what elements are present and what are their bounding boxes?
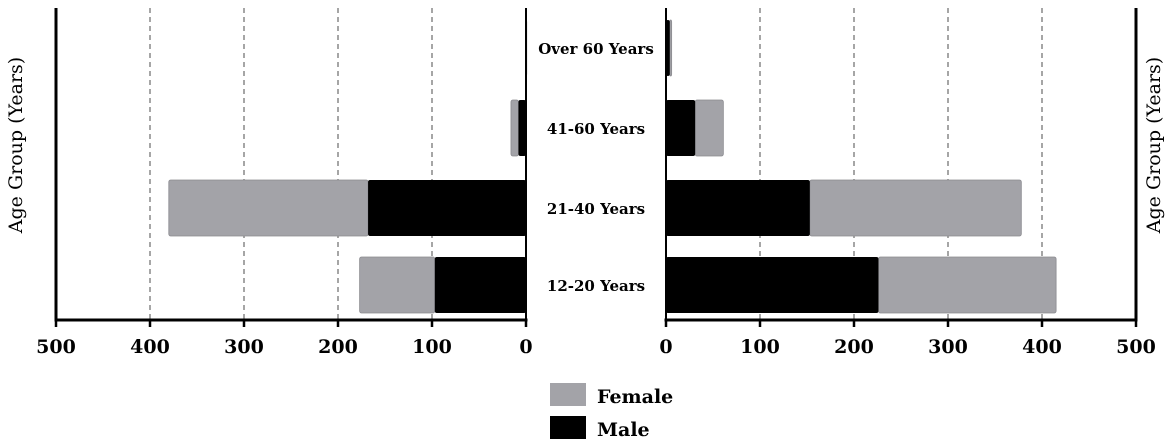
axes: 500 400 300 200 100 0 0 100 200 300 400 500 Over 60 … — [36, 8, 1156, 358]
bar-left-male-21-40-years — [368, 180, 526, 236]
x-tick-label-left-100: 100 — [412, 336, 452, 358]
x-tick-label-right-200: 200 — [834, 336, 874, 358]
bar-left-female-41-60-years — [510, 99, 519, 157]
x-tick-label-right-100: 100 — [740, 336, 780, 358]
y-axis-title-left: Age Group (Years) — [5, 57, 27, 234]
category-label-21-40-years: 21-40 Years — [547, 200, 645, 218]
y-axis-title-right: Age Group (Years) — [1143, 57, 1165, 234]
bar-right-female-41-60-years — [694, 99, 724, 157]
legend-swatch-male — [550, 416, 586, 439]
x-tick-label-left-300: 300 — [224, 336, 264, 358]
bar-right-male-21-40-years — [666, 180, 810, 236]
x-tick-label-left-400: 400 — [130, 336, 170, 358]
x-tick-label-right-0: 0 — [659, 336, 672, 358]
x-tick-label-left-500: 500 — [36, 336, 76, 358]
legend-label-female: Female — [597, 386, 673, 408]
legend-swatch-female — [550, 383, 586, 406]
bar-right-female-21-40-years — [809, 179, 1022, 237]
legend-label-male: Male — [597, 419, 650, 441]
bar-left-female-12-20-years — [359, 256, 436, 314]
x-tick-label-left-0: 0 — [519, 336, 532, 358]
bars — [168, 19, 1057, 314]
legend: Female Male — [550, 383, 673, 441]
bar-left-male-41-60-years — [518, 100, 526, 156]
bar-right-male-12-20-years — [666, 257, 879, 313]
bar-right-female-over-60-years — [669, 19, 673, 77]
category-label-41-60-years: 41-60 Years — [547, 120, 645, 138]
bar-left-female-21-40-years — [168, 179, 369, 237]
x-tick-label-right-400: 400 — [1022, 336, 1062, 358]
bar-right-male-41-60-years — [666, 100, 696, 156]
x-tick-label-left-200: 200 — [318, 336, 358, 358]
category-label-over-60-years: Over 60 Years — [538, 40, 654, 58]
category-label-12-20-years: 12-20 Years — [547, 277, 645, 295]
bar-left-male-12-20-years — [434, 257, 526, 313]
x-tick-label-right-300: 300 — [928, 336, 968, 358]
grid-lines — [149, 8, 1043, 320]
bar-right-female-12-20-years — [878, 256, 1057, 314]
x-tick-label-right-500: 500 — [1116, 336, 1156, 358]
